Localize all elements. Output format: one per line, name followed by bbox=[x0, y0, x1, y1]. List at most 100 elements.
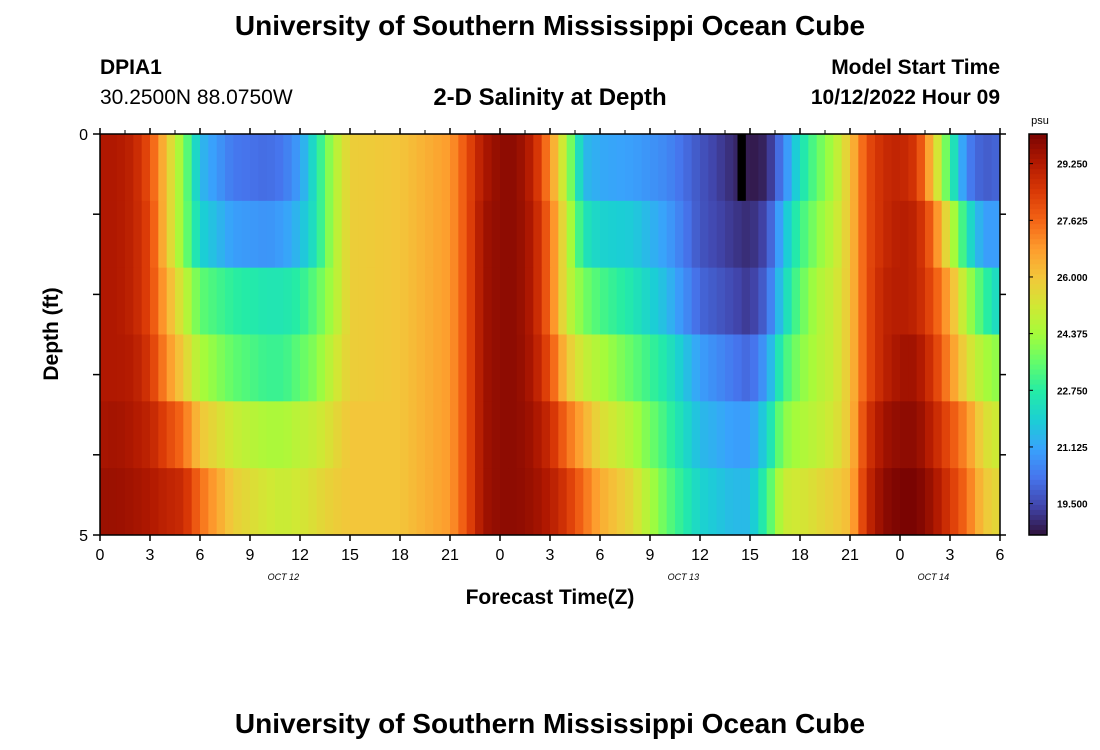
colorbar-segment bbox=[1029, 209, 1047, 215]
heatmap-cell bbox=[641, 134, 651, 202]
colorbar-segment bbox=[1029, 514, 1047, 521]
heatmap-cell bbox=[833, 334, 843, 402]
heatmap-cell bbox=[175, 334, 184, 402]
colorbar-segment bbox=[1029, 194, 1047, 200]
heatmap-cell bbox=[325, 334, 334, 402]
heatmap-cell bbox=[741, 200, 751, 269]
colorbar-segment bbox=[1029, 424, 1047, 431]
heatmap-cell bbox=[225, 134, 234, 202]
heatmap-cell bbox=[933, 200, 943, 269]
heatmap-cell bbox=[233, 401, 243, 469]
heatmap-cell bbox=[266, 267, 276, 335]
heatmap-cell bbox=[100, 134, 109, 202]
heatmap-cell bbox=[458, 401, 468, 469]
colorbar-segment bbox=[1029, 364, 1047, 371]
heatmap-cell bbox=[941, 267, 951, 335]
missing-data-cell bbox=[737, 134, 746, 201]
x-tick-label: 0 bbox=[896, 547, 905, 564]
colorbar-tick-label: 19.500 bbox=[1057, 500, 1088, 511]
heatmap-cell bbox=[616, 134, 626, 202]
heatmap-cell bbox=[650, 401, 659, 469]
heatmap-cell bbox=[183, 267, 193, 335]
chart-subtitle: 2-D Salinity at Depth bbox=[433, 84, 667, 111]
heatmap-cell bbox=[816, 134, 826, 202]
heatmap-cell bbox=[733, 267, 743, 335]
heatmap-cell bbox=[925, 401, 934, 469]
heatmap-cell bbox=[516, 401, 526, 469]
heatmap-cell bbox=[283, 267, 293, 335]
missing-data-marks bbox=[737, 134, 746, 201]
heatmap-cell bbox=[916, 267, 926, 335]
heatmap-cell bbox=[591, 267, 601, 335]
heatmap-cell bbox=[708, 134, 718, 202]
heatmap-cell bbox=[241, 200, 251, 269]
heatmap-cell bbox=[883, 267, 893, 335]
heatmap-cell bbox=[991, 200, 1001, 269]
heatmap-cell bbox=[608, 267, 618, 335]
heatmap-cell bbox=[841, 401, 851, 469]
heatmap-cell bbox=[841, 134, 851, 202]
heatmap-cell bbox=[291, 200, 301, 269]
heatmap-cell bbox=[125, 267, 134, 335]
heatmap-cell bbox=[366, 401, 376, 469]
heatmap-cell bbox=[291, 468, 301, 536]
heatmap-cell bbox=[283, 200, 293, 269]
heatmap-cell bbox=[200, 468, 209, 536]
heatmap-cell bbox=[441, 267, 451, 335]
heatmap-cell bbox=[641, 334, 651, 402]
colorbar-segment bbox=[1029, 329, 1047, 335]
heatmap-cell bbox=[700, 468, 709, 536]
colorbar-segment bbox=[1029, 174, 1047, 180]
heatmap-cell bbox=[658, 267, 668, 335]
heatmap-cell bbox=[858, 401, 868, 469]
heatmap-cell bbox=[150, 468, 159, 536]
heatmap-cell bbox=[591, 334, 601, 402]
colorbar-segment bbox=[1029, 269, 1047, 275]
colorbar-segment bbox=[1029, 464, 1047, 471]
heatmap-cell bbox=[691, 200, 701, 269]
colorbar-segment bbox=[1029, 489, 1047, 496]
heatmap-cell bbox=[683, 200, 693, 269]
heatmap-cell bbox=[708, 200, 718, 269]
heatmap-cell bbox=[650, 334, 659, 402]
heatmap-cell bbox=[116, 334, 126, 402]
heatmap-cell bbox=[900, 334, 909, 402]
heatmap-cell bbox=[550, 267, 559, 335]
heatmap-cell bbox=[258, 200, 268, 269]
x-tick-label: 0 bbox=[496, 547, 505, 564]
heatmap-cell bbox=[208, 267, 218, 335]
heatmap-cell bbox=[300, 468, 309, 536]
heatmap-cell bbox=[716, 334, 726, 402]
heatmap-cell bbox=[358, 134, 368, 202]
heatmap-cell bbox=[733, 200, 743, 269]
heatmap-cell bbox=[883, 468, 893, 536]
heatmap-cell bbox=[766, 401, 776, 469]
heatmap-cell bbox=[558, 334, 568, 402]
heatmap-cell bbox=[883, 134, 893, 202]
heatmap-cell bbox=[550, 200, 559, 269]
heatmap-cell bbox=[900, 134, 909, 202]
heatmap-cell bbox=[158, 401, 168, 469]
heatmap-cell bbox=[566, 334, 576, 402]
heatmap-cell bbox=[516, 134, 526, 202]
colorbar-segment bbox=[1029, 139, 1047, 145]
heatmap-cell bbox=[516, 334, 526, 402]
heatmap-cell bbox=[291, 134, 301, 202]
heatmap-cell bbox=[358, 267, 368, 335]
heatmap-cell bbox=[275, 267, 284, 335]
colorbar-segment bbox=[1029, 309, 1047, 315]
heatmap-cell bbox=[766, 334, 776, 402]
heatmap-cell bbox=[758, 134, 768, 202]
heatmap-cell bbox=[266, 200, 276, 269]
heatmap-cell bbox=[283, 134, 293, 202]
heatmap-cell bbox=[516, 200, 526, 269]
heatmap-cell bbox=[250, 468, 259, 536]
heatmap-cell bbox=[800, 334, 809, 402]
heatmap-cell bbox=[225, 401, 234, 469]
colorbar-segment bbox=[1029, 214, 1047, 220]
heatmap-cell bbox=[450, 267, 459, 335]
heatmap-cell bbox=[508, 267, 518, 335]
heatmap-cell bbox=[900, 200, 909, 269]
heatmap-cell bbox=[525, 334, 534, 402]
heatmap-cell bbox=[441, 401, 451, 469]
